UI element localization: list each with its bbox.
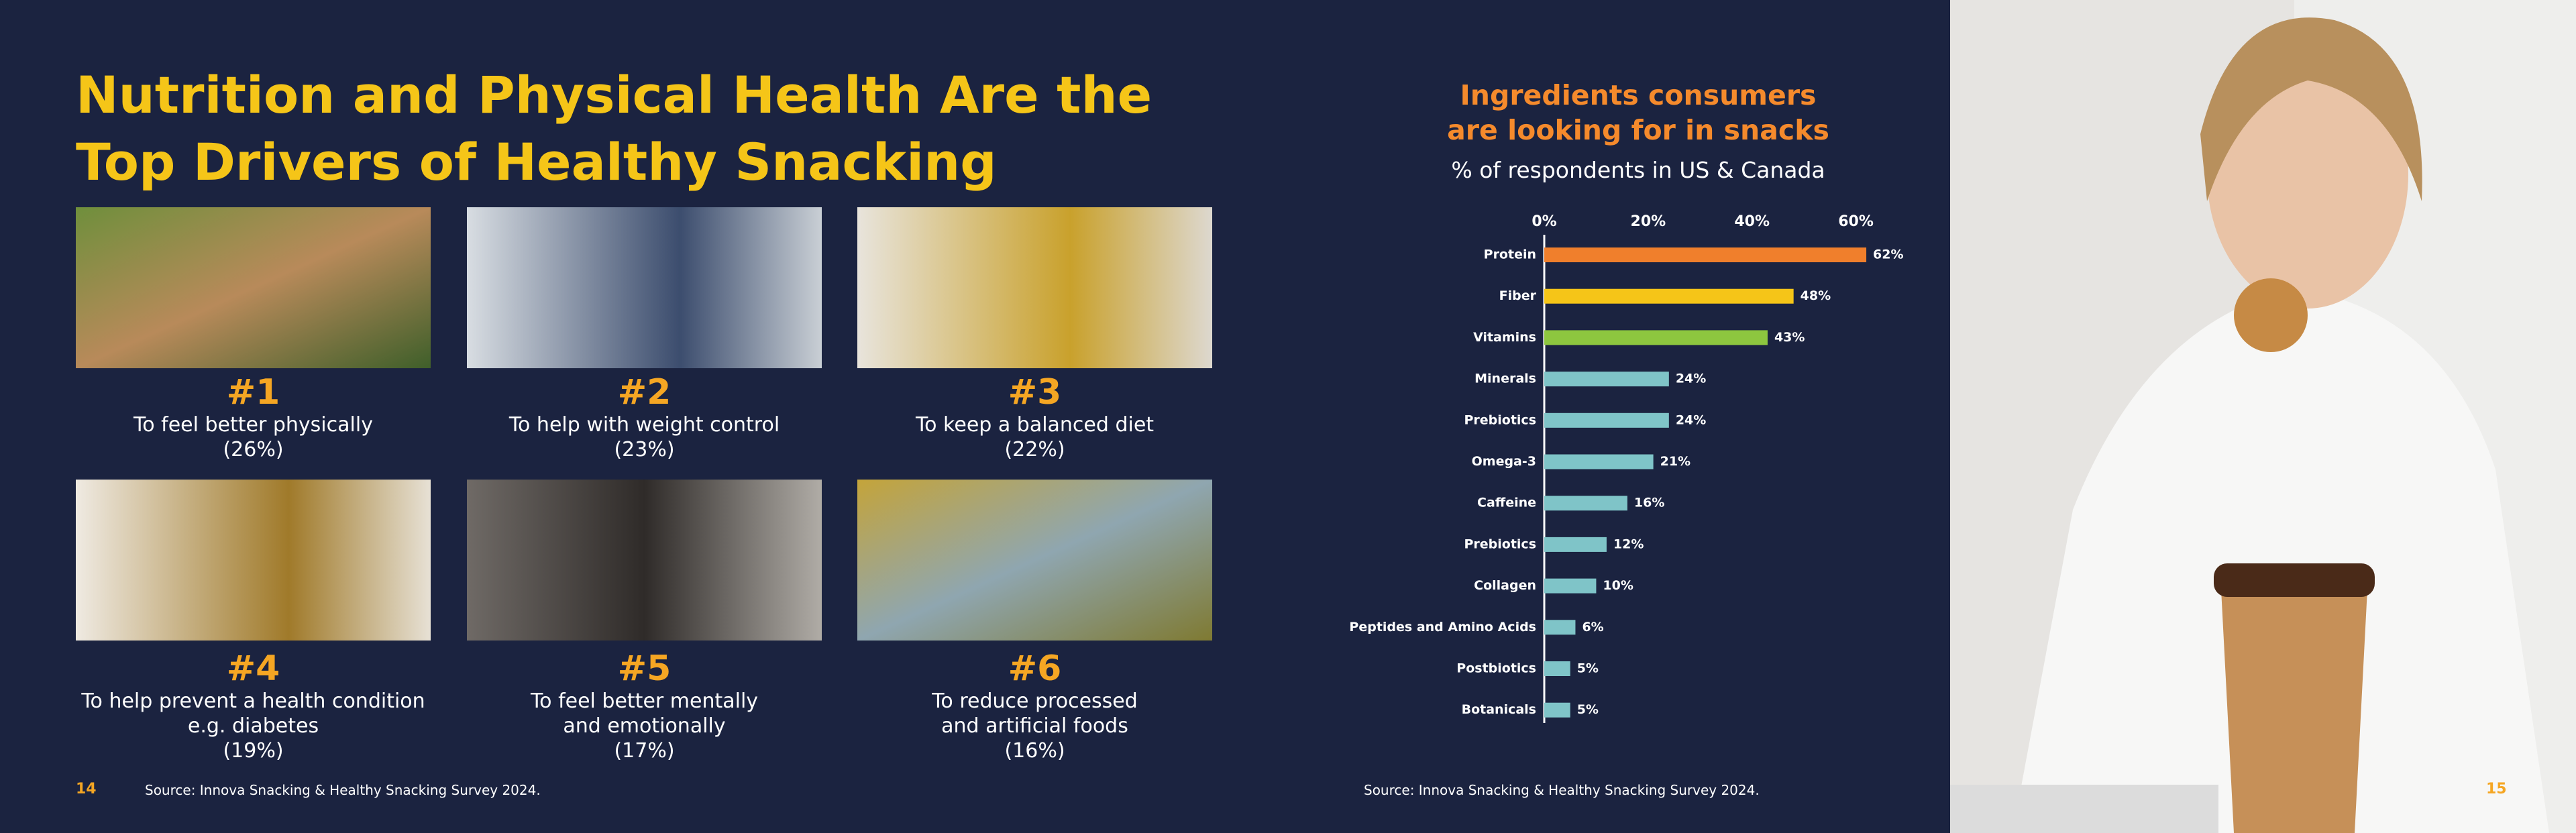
value-label: 5% bbox=[1577, 661, 1599, 676]
x-tick-label: 0% bbox=[1532, 213, 1556, 230]
page-number: 15 bbox=[2486, 781, 2507, 797]
y-tick-label: Caffeine bbox=[1477, 496, 1536, 510]
driver-text: (16%) bbox=[1004, 739, 1065, 763]
right-photo bbox=[1950, 0, 2576, 833]
driver-rank: #2 bbox=[617, 372, 672, 412]
y-tick-label: Protein bbox=[1484, 247, 1536, 262]
bar bbox=[1544, 537, 1607, 552]
driver-text: and emotionally bbox=[563, 714, 726, 738]
photo bbox=[857, 207, 1212, 368]
bar bbox=[1544, 247, 1867, 262]
bar bbox=[1544, 372, 1669, 387]
driver-text: and artificial foods bbox=[941, 714, 1128, 738]
source-note: Source: Innova Snacking & Healthy Snacki… bbox=[1364, 782, 1760, 798]
driver-text: (19%) bbox=[223, 739, 284, 763]
driver-text: e.g. diabetes bbox=[187, 714, 319, 738]
value-label: 43% bbox=[1774, 330, 1805, 345]
driver-text: To feel better physically bbox=[133, 413, 373, 437]
y-tick-label: Collagen bbox=[1474, 578, 1536, 593]
driver-rank: #5 bbox=[617, 649, 672, 689]
driver-rank: #4 bbox=[226, 649, 280, 689]
value-label: 10% bbox=[1603, 578, 1633, 593]
driver-text: To help prevent a health condition bbox=[81, 689, 425, 713]
y-tick-label: Postbiotics bbox=[1456, 661, 1536, 676]
bar bbox=[1544, 496, 1627, 511]
driver-rank: #3 bbox=[1008, 372, 1062, 412]
value-label: 16% bbox=[1634, 496, 1664, 510]
value-label: 5% bbox=[1577, 702, 1599, 717]
chart-subtitle: % of respondents in US & Canada bbox=[1451, 157, 1825, 183]
y-tick-label: Peptides and Amino Acids bbox=[1349, 620, 1536, 634]
x-tick-label: 60% bbox=[1838, 213, 1874, 230]
driver-text: To help with weight control bbox=[508, 413, 780, 437]
value-label: 21% bbox=[1660, 454, 1690, 469]
y-tick-label: Prebiotics bbox=[1464, 537, 1536, 551]
driver-text: (22%) bbox=[1004, 438, 1065, 461]
y-tick-label: Prebiotics bbox=[1464, 412, 1536, 427]
bar bbox=[1544, 288, 1794, 304]
bar bbox=[1544, 412, 1669, 428]
y-tick-label: Vitamins bbox=[1473, 330, 1536, 345]
photo bbox=[857, 480, 1212, 641]
driver-text: To feel better mentally bbox=[530, 689, 759, 713]
driver-text: To keep a balanced diet bbox=[915, 413, 1155, 437]
x-tick-label: 40% bbox=[1734, 213, 1770, 230]
value-label: 12% bbox=[1613, 537, 1644, 551]
bar bbox=[1544, 454, 1654, 469]
y-tick-label: Fiber bbox=[1499, 288, 1537, 303]
value-label: 24% bbox=[1676, 412, 1706, 427]
value-label: 62% bbox=[1873, 247, 1903, 262]
photo bbox=[467, 207, 822, 368]
driver-rank: #6 bbox=[1008, 649, 1062, 689]
bar bbox=[1544, 661, 1570, 676]
photo bbox=[76, 207, 431, 368]
value-label: 6% bbox=[1582, 620, 1603, 634]
driver-rank: #1 bbox=[226, 372, 280, 412]
chart-title: Ingredients consumers are looking for in… bbox=[1447, 79, 1829, 146]
page-number: 14 bbox=[76, 781, 97, 797]
x-tick-label: 20% bbox=[1631, 213, 1666, 230]
driver-text: (23%) bbox=[614, 438, 675, 461]
driver-text: (26%) bbox=[223, 438, 284, 461]
bar bbox=[1544, 578, 1597, 594]
y-tick-label: Botanicals bbox=[1462, 702, 1536, 717]
bar bbox=[1544, 620, 1576, 635]
page-title: Nutrition and Physical Health Are the To… bbox=[76, 65, 1152, 192]
driver-text: To reduce processed bbox=[932, 689, 1138, 713]
source-note: Source: Innova Snacking & Healthy Snacki… bbox=[145, 782, 541, 798]
bar bbox=[1544, 702, 1570, 718]
photo bbox=[76, 480, 431, 641]
y-tick-label: Omega-3 bbox=[1472, 454, 1536, 469]
driver-text: (17%) bbox=[614, 739, 675, 763]
bar bbox=[1544, 330, 1768, 345]
y-tick-label: Minerals bbox=[1474, 372, 1536, 386]
photo bbox=[467, 480, 822, 641]
value-label: 48% bbox=[1801, 288, 1831, 303]
value-label: 24% bbox=[1676, 372, 1706, 386]
